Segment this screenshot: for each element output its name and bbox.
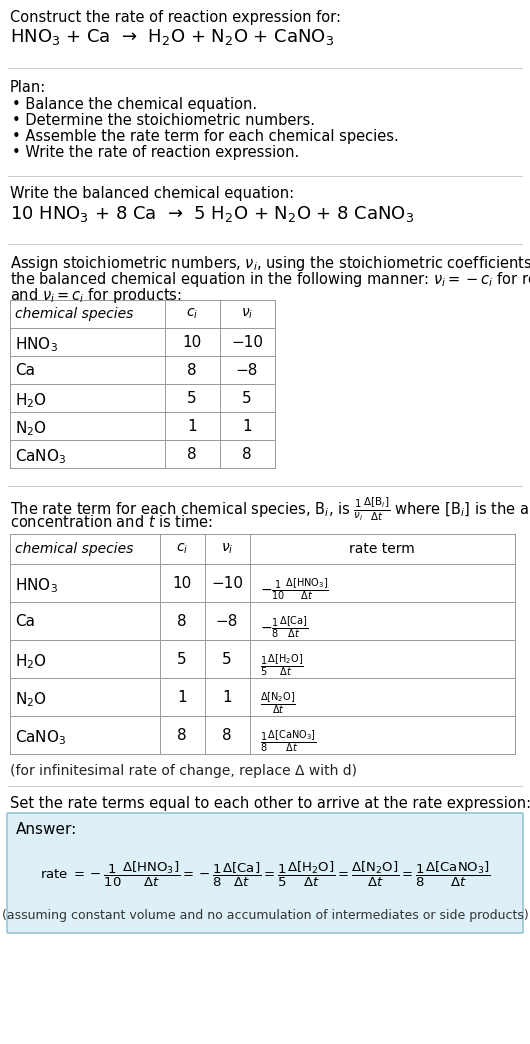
Text: H$_2$O: H$_2$O	[15, 392, 47, 409]
Text: $\frac{1}{8}\frac{\Delta[\mathrm{CaNO_3}]}{\Delta t}$: $\frac{1}{8}\frac{\Delta[\mathrm{CaNO_3}…	[260, 728, 316, 754]
Text: N$_2$O: N$_2$O	[15, 690, 47, 709]
Text: H$_2$O: H$_2$O	[15, 652, 47, 670]
Text: 8: 8	[242, 447, 252, 462]
Text: • Balance the chemical equation.: • Balance the chemical equation.	[12, 97, 257, 112]
Text: the balanced chemical equation in the following manner: $\nu_i = -c_i$ for react: the balanced chemical equation in the fo…	[10, 270, 530, 289]
Text: CaNO$_3$: CaNO$_3$	[15, 447, 66, 466]
Text: 1: 1	[222, 690, 232, 705]
Text: $-\frac{1}{10}\frac{\Delta[\mathrm{HNO_3}]}{\Delta t}$: $-\frac{1}{10}\frac{\Delta[\mathrm{HNO_3…	[260, 576, 329, 601]
Text: 1: 1	[177, 690, 187, 705]
Text: rate term: rate term	[349, 542, 415, 556]
Text: Construct the rate of reaction expression for:: Construct the rate of reaction expressio…	[10, 10, 341, 25]
Text: Ca: Ca	[15, 614, 35, 628]
Text: 5: 5	[242, 392, 252, 406]
Text: and $\nu_i = c_i$ for products:: and $\nu_i = c_i$ for products:	[10, 286, 182, 305]
Text: • Determine the stoichiometric numbers.: • Determine the stoichiometric numbers.	[12, 113, 315, 128]
Text: chemical species: chemical species	[15, 542, 134, 556]
Text: 10: 10	[172, 576, 192, 591]
Text: HNO$_3$: HNO$_3$	[15, 576, 58, 595]
Text: $c_i$: $c_i$	[186, 307, 198, 322]
Text: Assign stoichiometric numbers, $\nu_i$, using the stoichiometric coefficients, $: Assign stoichiometric numbers, $\nu_i$, …	[10, 254, 530, 272]
Text: • Write the rate of reaction expression.: • Write the rate of reaction expression.	[12, 145, 299, 160]
Text: (assuming constant volume and no accumulation of intermediates or side products): (assuming constant volume and no accumul…	[2, 909, 528, 922]
Text: $c_i$: $c_i$	[176, 542, 188, 556]
Text: $\nu_i$: $\nu_i$	[241, 307, 253, 322]
Text: 8: 8	[177, 728, 187, 743]
Text: 1: 1	[187, 419, 197, 434]
Text: 10: 10	[182, 335, 201, 350]
Text: −10: −10	[211, 576, 243, 591]
Text: −10: −10	[231, 335, 263, 350]
Text: CaNO$_3$: CaNO$_3$	[15, 728, 66, 746]
Text: $\frac{\Delta[\mathrm{N_2O}]}{\Delta t}$: $\frac{\Delta[\mathrm{N_2O}]}{\Delta t}$	[260, 690, 296, 716]
Text: −8: −8	[216, 614, 238, 628]
Text: The rate term for each chemical species, B$_i$, is $\frac{1}{\nu_i}\frac{\Delta[: The rate term for each chemical species,…	[10, 496, 530, 523]
Text: Write the balanced chemical equation:: Write the balanced chemical equation:	[10, 186, 294, 201]
Text: −8: −8	[236, 363, 258, 378]
Text: $-\frac{1}{8}\frac{\Delta[\mathrm{Ca}]}{\Delta t}$: $-\frac{1}{8}\frac{\Delta[\mathrm{Ca}]}{…	[260, 614, 308, 640]
Text: HNO$_3$: HNO$_3$	[15, 335, 58, 354]
Text: $\frac{1}{5}\frac{\Delta[\mathrm{H_2O}]}{\Delta t}$: $\frac{1}{5}\frac{\Delta[\mathrm{H_2O}]}…	[260, 652, 304, 678]
Text: Answer:: Answer:	[16, 822, 77, 837]
Text: 8: 8	[222, 728, 232, 743]
Text: Set the rate terms equal to each other to arrive at the rate expression:: Set the rate terms equal to each other t…	[10, 796, 530, 811]
Text: 8: 8	[187, 363, 197, 378]
Text: concentration and $t$ is time:: concentration and $t$ is time:	[10, 514, 213, 530]
Text: 8: 8	[187, 447, 197, 462]
Text: HNO$_3$ + Ca  →  H$_2$O + N$_2$O + CaNO$_3$: HNO$_3$ + Ca → H$_2$O + N$_2$O + CaNO$_3…	[10, 27, 334, 47]
Text: $\nu_i$: $\nu_i$	[221, 542, 233, 556]
FancyBboxPatch shape	[7, 813, 523, 933]
Text: rate $= -\dfrac{1}{10}\dfrac{\Delta[\mathrm{HNO_3}]}{\Delta t} = -\dfrac{1}{8}\d: rate $= -\dfrac{1}{10}\dfrac{\Delta[\mat…	[40, 859, 490, 888]
Text: Ca: Ca	[15, 363, 35, 378]
Text: N$_2$O: N$_2$O	[15, 419, 47, 437]
Text: 1: 1	[242, 419, 252, 434]
Text: 8: 8	[177, 614, 187, 628]
Text: (for infinitesimal rate of change, replace Δ with d): (for infinitesimal rate of change, repla…	[10, 764, 357, 778]
Text: 5: 5	[222, 652, 232, 667]
Text: 5: 5	[187, 392, 197, 406]
Text: 5: 5	[177, 652, 187, 667]
Text: 10 HNO$_3$ + 8 Ca  →  5 H$_2$O + N$_2$O + 8 CaNO$_3$: 10 HNO$_3$ + 8 Ca → 5 H$_2$O + N$_2$O + …	[10, 204, 414, 224]
Text: chemical species: chemical species	[15, 307, 134, 321]
Text: Plan:: Plan:	[10, 80, 46, 95]
Text: • Assemble the rate term for each chemical species.: • Assemble the rate term for each chemic…	[12, 129, 399, 144]
